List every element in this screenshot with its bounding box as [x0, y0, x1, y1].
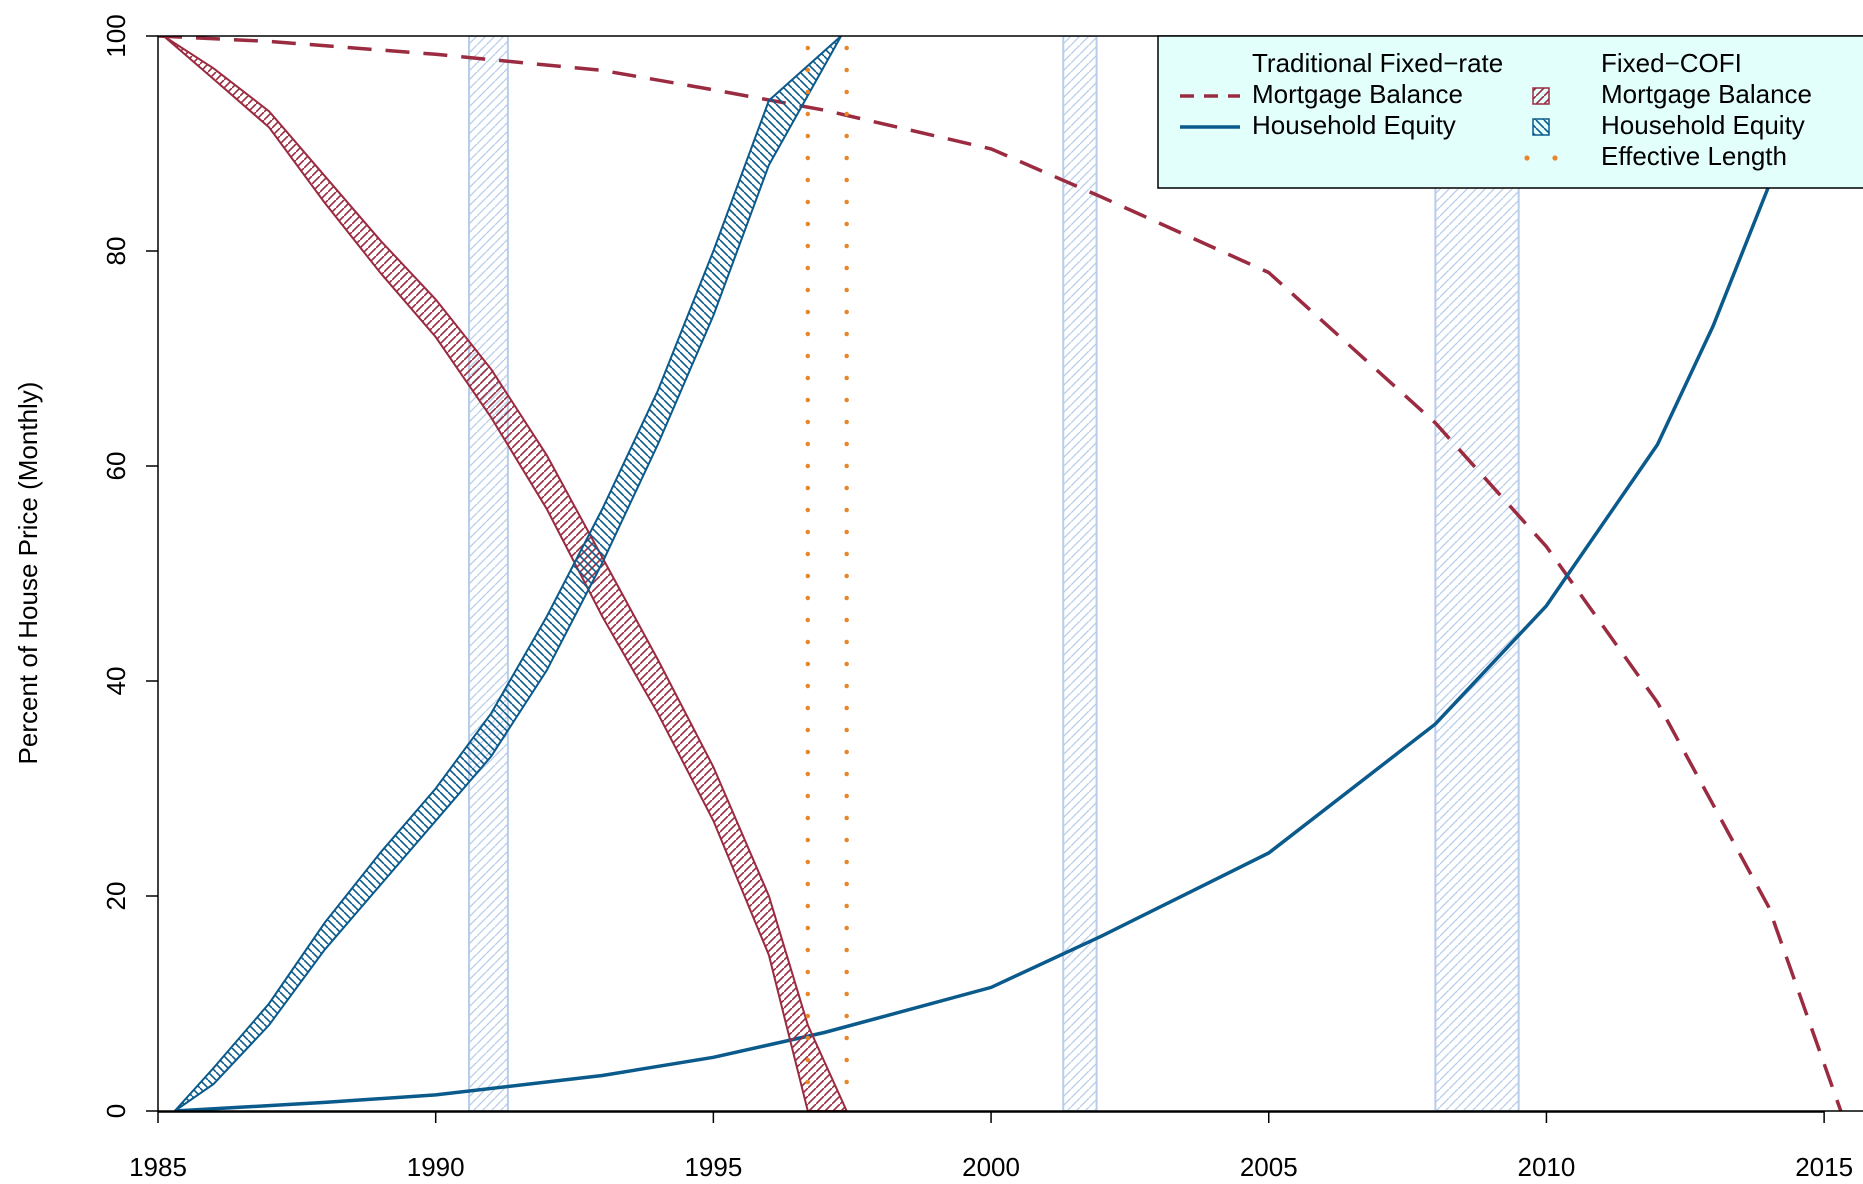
axes: 1985 1990 1995 2000 2005 2010 2015 0 20 40 60 80 100 — [101, 14, 1863, 1182]
y-tick-label: 40 — [101, 667, 131, 696]
line — [174, 36, 1863, 1111]
legend-box — [1157, 35, 1863, 189]
x-tick-label: 1995 — [684, 1152, 742, 1182]
x-tick-label: 1985 — [129, 1152, 187, 1182]
y-axis-title: Percent of House Price (Monthly) — [13, 382, 43, 765]
legend-label: Effective Length — [1601, 141, 1787, 171]
legend-title: Traditional Fixed−rate — [1252, 48, 1503, 78]
x-tick-label: 1990 — [407, 1152, 465, 1182]
band — [162, 36, 848, 1111]
y-tick-label: 60 — [101, 452, 131, 481]
legend-title: Fixed−COFI — [1601, 48, 1742, 78]
legend-symbol — [1532, 87, 1550, 105]
y-tick-label: 20 — [101, 882, 131, 911]
shaded-period — [1062, 36, 1098, 1111]
y-tick-label: 0 — [101, 1104, 131, 1118]
legend-label: Household Equity — [1601, 110, 1805, 140]
legend-symbol — [1532, 118, 1550, 136]
legend-label: Household Equity — [1252, 110, 1456, 140]
plot-frame — [157, 35, 1863, 1112]
y-tick-label: 100 — [101, 14, 131, 57]
plot-area — [158, 36, 1863, 1111]
legend-symbol — [1552, 155, 1558, 161]
y-tick-label: 80 — [101, 237, 131, 266]
shaded-period — [468, 36, 509, 1111]
x-tick-label: 2000 — [962, 1152, 1020, 1182]
x-tick-label: 2015 — [1795, 1152, 1853, 1182]
legend-label: Mortgage Balance — [1601, 79, 1812, 109]
legend-symbol — [1524, 155, 1530, 161]
band — [173, 36, 842, 1111]
line — [158, 36, 1843, 1111]
x-tick-label: 2005 — [1240, 1152, 1298, 1182]
shaded-period — [1434, 36, 1520, 1111]
x-tick-label: 2010 — [1518, 1152, 1576, 1182]
legend-label: Mortgage Balance — [1252, 79, 1463, 109]
